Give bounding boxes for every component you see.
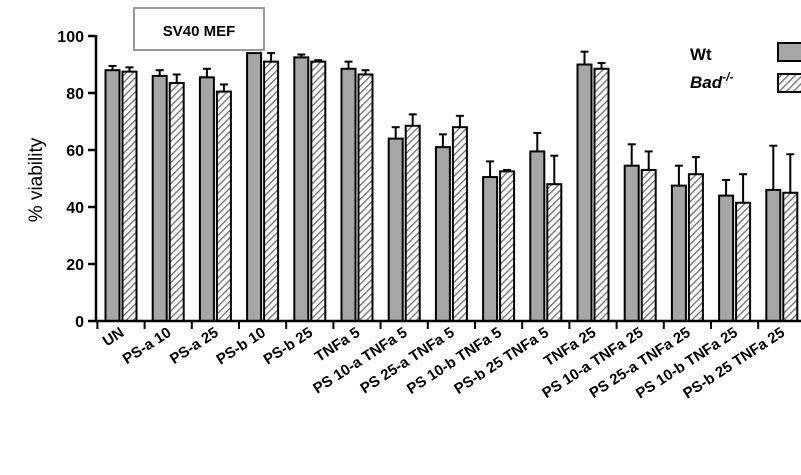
x-category-label: PS-b 10 <box>213 324 268 368</box>
y-tick-label: 20 <box>66 257 84 274</box>
y-tick-label: 0 <box>75 314 84 331</box>
y-tick-label: 80 <box>66 86 84 103</box>
y-tick-label: 60 <box>66 143 84 160</box>
y-tick-label: 100 <box>57 29 84 46</box>
title-box: SV40 MEF <box>133 7 265 51</box>
bar-wt <box>387 137 404 322</box>
legend-label-bad: Bad-/- <box>690 70 733 92</box>
bar-wt <box>576 63 593 322</box>
bar-wt <box>104 69 121 322</box>
x-category-label: PS-a 25 <box>167 324 222 368</box>
y-tick-label: 40 <box>66 200 84 217</box>
legend-label-wt: Wt <box>690 45 712 64</box>
legend: Wt Bad-/- <box>690 42 801 93</box>
bar-bad <box>215 90 232 322</box>
bar-wt <box>718 194 735 323</box>
legend-swatch-wt <box>777 42 801 62</box>
bar-wt <box>198 76 215 322</box>
bar-wt <box>765 188 782 322</box>
x-category-label: PS-b 25 <box>261 324 316 368</box>
bar-bad <box>451 126 468 322</box>
bar-bad <box>357 73 374 322</box>
bar-bad <box>263 60 280 323</box>
y-axis-title: % viability <box>26 137 47 222</box>
bar-bad <box>782 191 799 322</box>
bar-wt <box>670 184 687 322</box>
bar-bad <box>735 201 752 323</box>
bar-wt <box>151 74 168 323</box>
bar-wt <box>529 150 546 322</box>
bar-wt <box>623 164 640 322</box>
bar-wt <box>434 146 451 322</box>
bar-bad <box>404 124 421 323</box>
bar-wt <box>482 176 499 322</box>
x-category-label: PS-a 10 <box>120 324 175 368</box>
bar-wt <box>293 56 310 322</box>
bar-bad <box>499 170 516 322</box>
legend-swatch-bad <box>777 73 801 93</box>
bar-bad <box>168 82 185 323</box>
bar-bad <box>593 67 610 323</box>
bar-wt <box>246 52 263 322</box>
bar-bad <box>640 168 657 322</box>
y-axis-ticks: 0 20 40 60 80 100 <box>57 29 96 331</box>
bar-bad <box>687 173 704 322</box>
chart-title: SV40 MEF <box>163 23 236 40</box>
bar-bad <box>310 60 327 323</box>
bar-wt <box>340 67 357 323</box>
x-category-label: UN <box>100 324 127 350</box>
bar-bad <box>121 70 138 322</box>
bar-bad <box>546 183 563 322</box>
bars-group <box>104 50 799 323</box>
title-box-frame <box>133 7 265 51</box>
